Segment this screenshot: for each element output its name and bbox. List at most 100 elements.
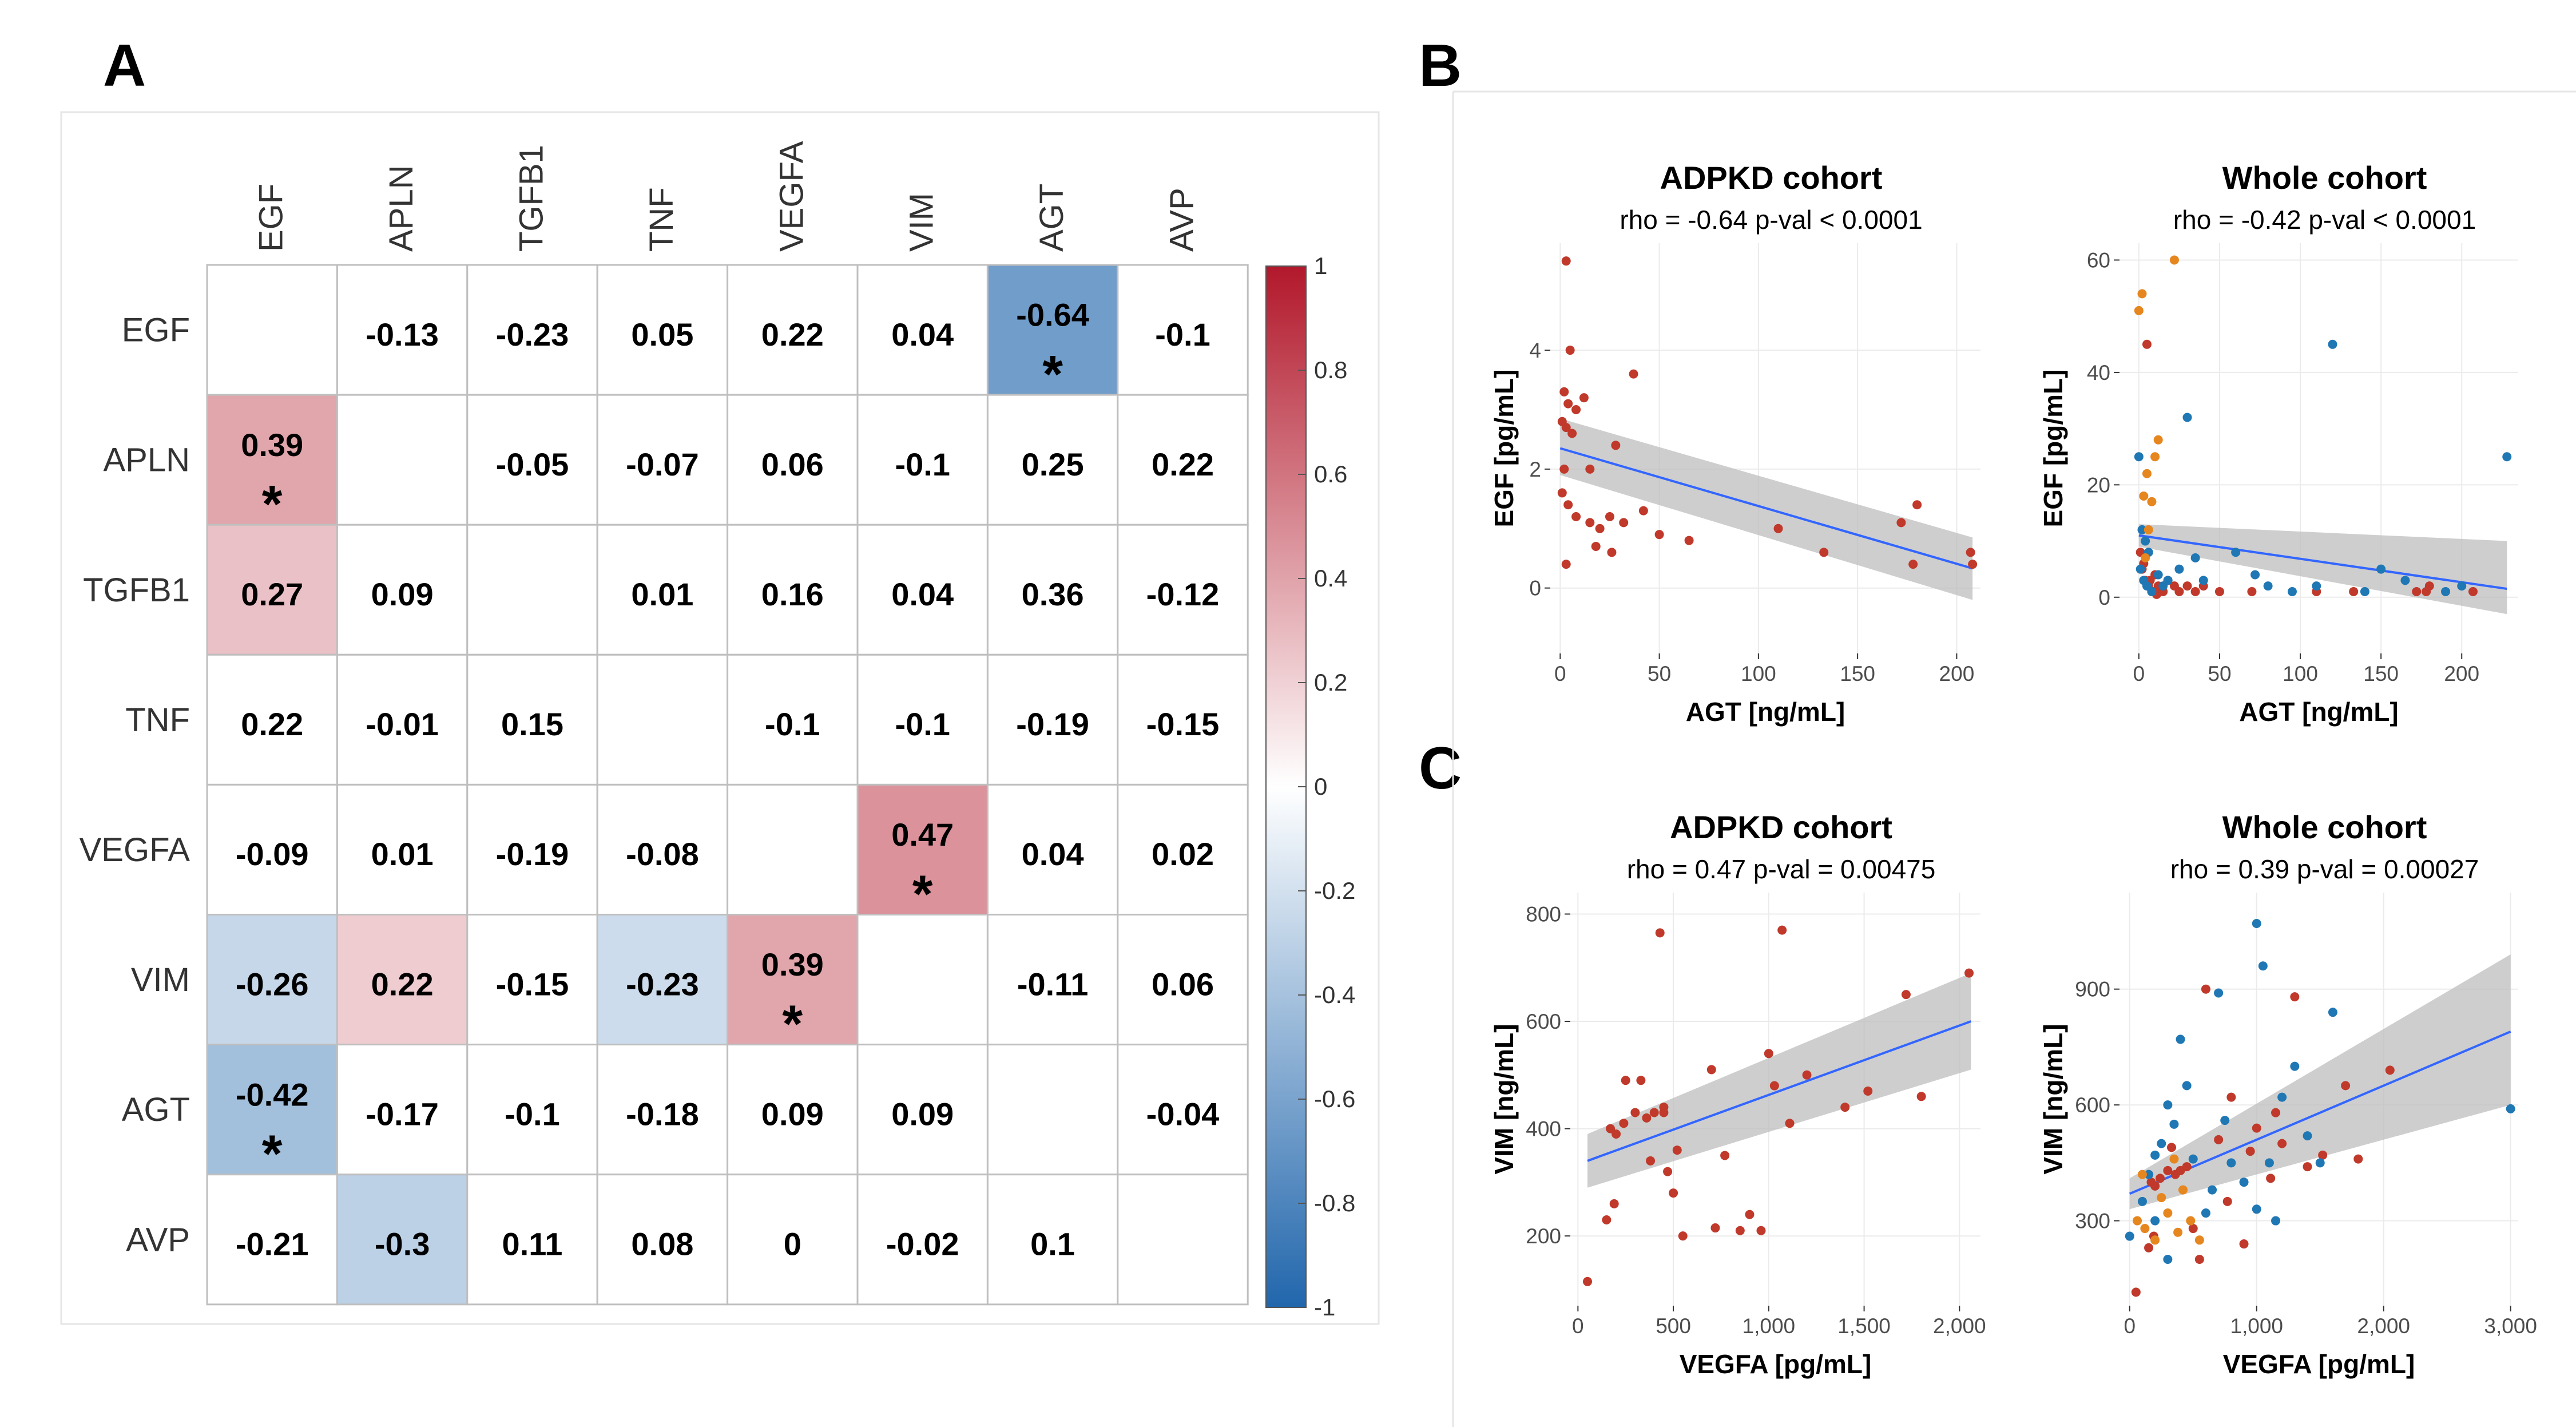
data-point-adpkd [1672,1145,1682,1155]
data-point-adpkd [2214,1135,2224,1144]
data-point-adpkd [2163,1166,2173,1175]
data-point-adpkd [1968,560,1978,569]
data-point-adpkd [1565,346,1575,355]
data-point-adpkd [2266,1174,2276,1183]
data-point-adpkd [1561,256,1571,266]
plot-subtitle: rho = 0.39 p-val = 0.00027 [2170,854,2479,884]
data-point-group-2 [2360,586,2369,596]
data-point-group-2 [2271,1216,2281,1226]
heatmap-value-vegfa-agt: 0.04 [1022,836,1084,872]
heatmap-value-agt-vegfa: 0.09 [761,1096,824,1132]
heatmap-value-tgfb1-avp: -0.12 [1146,576,1220,612]
heatmap-cell-tnf-agt [986,653,1119,786]
column-label-tnf: TNF [643,187,680,252]
panel-letter-b: B [1419,33,1462,99]
heatmap-cell-tgfb1-vim [856,524,989,656]
x-tick-label: 500 [1656,1314,1691,1338]
x-tick-label: 3,000 [2484,1314,2537,1338]
heatmap-cell-vegfa-avp [1117,783,1249,916]
y-tick-label: 600 [1526,1010,1561,1033]
data-point-adpkd [1557,488,1567,498]
heatmap-value-apln-vegfa: 0.06 [761,446,824,482]
heatmap-value-egf-tgfb1: -0.23 [496,316,569,352]
data-point-adpkd [1585,464,1595,474]
colorbar-tick-label: 0.6 [1314,461,1347,487]
heatmap-value-vim-egf: -0.26 [236,966,309,1002]
data-point-adpkd [2182,581,2192,591]
data-point-group-2 [2125,1231,2134,1241]
heatmap-cell-vim-tgfb1 [466,914,598,1046]
heatmap-cell-avp-tgfb1 [466,1174,598,1306]
data-point-group-3 [2141,553,2150,563]
y-axis-title: EGF [pg/mL] [1489,370,1519,528]
data-point-adpkd [2226,1092,2236,1102]
heatmap-cell-vim-avp [1117,914,1249,1046]
heatmap-cell-tgfb1-tnf [596,524,729,656]
significance-star: * [912,865,933,923]
heatmap-value-vim-agt: -0.11 [1017,966,1089,1002]
heatmap-value-tnf-egf: 0.22 [241,706,303,742]
data-point-group-3 [2150,1235,2160,1245]
significance-star: * [262,475,283,534]
row-label-avp: AVP [126,1221,190,1258]
heatmap-cell-agt-vegfa [727,1044,859,1176]
heatmap-value-egf-vim: 0.04 [891,316,954,352]
plot-title: Whole cohort [2222,809,2427,845]
data-point-adpkd [1720,1151,1730,1160]
heatmap-cell-tnf-vegfa [727,653,859,786]
heatmap-cell-avp-agt [986,1174,1119,1306]
heatmap-value-egf-apln: -0.13 [366,316,439,352]
data-point-group-2 [2312,581,2321,591]
heatmap-cell-vegfa-vegfa [727,783,859,916]
data-point-group-2 [2252,1204,2261,1214]
data-point-group-2 [2147,586,2157,596]
data-point-adpkd [2353,1154,2363,1164]
data-point-adpkd [2290,992,2300,1002]
x-tick-label: 2,000 [2357,1314,2410,1338]
data-point-adpkd [1579,393,1589,403]
data-point-adpkd [2252,1123,2261,1133]
x-tick-label: 150 [1840,662,1875,685]
data-point-adpkd [2239,1239,2249,1249]
scatter-plot-c-right: Whole cohort rho = 0.39 p-val = 0.00027 0 1… [2038,809,2537,1379]
heatmap-cell-vegfa-agt [986,783,1119,916]
data-point-adpkd [1585,518,1595,528]
correlation-heatmap: EGF APLN TGFB1 TNF VEGFA VIM AGT AVP EGF APLN TGFB… [80,141,1249,1306]
data-point-adpkd [1567,429,1577,438]
heatmap-cell-agt-apln [336,1044,469,1176]
heatmap-value-tgfb1-apln: 0.09 [371,576,434,612]
panel-letter-a: A [103,33,146,99]
regression-line [1587,1020,1972,1162]
data-point-group-2 [2182,1081,2192,1091]
heatmap-cell-egf-agt [986,264,1119,396]
data-point-group-2 [2506,1104,2515,1113]
heatmap-value-egf-tnf: 0.05 [631,316,693,352]
data-point-adpkd [1773,524,1783,533]
data-point-group-2 [2376,564,2386,574]
row-label-apln: APLN [103,442,190,479]
y-tick-label: 20 [2087,473,2110,497]
data-point-group-3 [2134,306,2144,315]
data-point-adpkd [1619,518,1629,528]
data-point-adpkd [1642,1113,1652,1123]
heatmap-value-tgfb1-vim: 0.04 [891,576,954,612]
data-point-adpkd [1605,512,1614,521]
data-point-adpkd [1612,1129,1621,1139]
data-point-adpkd [1561,560,1571,569]
regression-line [2138,534,2507,590]
data-point-group-2 [2287,586,2297,596]
data-point-adpkd [1706,1065,1716,1075]
data-point-group-2 [2190,553,2200,563]
y-axis-title: EGF [pg/mL] [2038,370,2068,528]
heatmap-value-tnf-apln: -0.01 [366,706,439,742]
data-point-group-2 [2182,413,2192,422]
data-point-adpkd [2201,984,2210,994]
heatmap-value-avp-vim: -0.02 [886,1226,959,1262]
data-point-group-3 [2173,1227,2183,1237]
heatmap-value-tgfb1-tnf: 0.01 [631,576,693,612]
heatmap-cell-apln-apln [336,394,469,526]
heatmap-cell-apln-vim [856,394,989,526]
data-point-adpkd [2222,1196,2232,1206]
data-point-adpkd [1802,1070,1812,1080]
column-label-apln: APLN [383,165,420,252]
